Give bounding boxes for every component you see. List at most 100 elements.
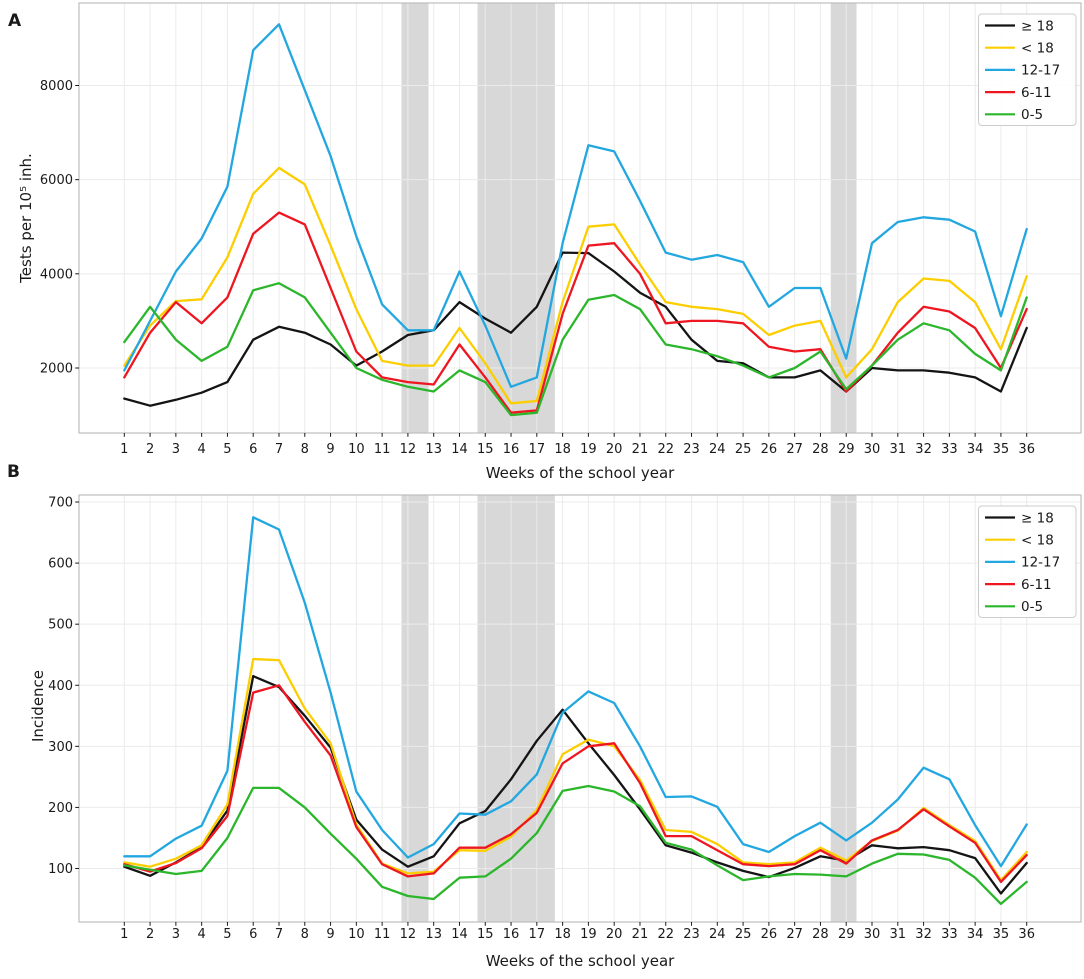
x-tick-label: 20 bbox=[606, 927, 623, 942]
series-line-3 bbox=[123, 684, 1028, 884]
legend-box bbox=[978, 13, 1077, 126]
x-tick-label: 18 bbox=[554, 442, 571, 457]
shaded-band bbox=[401, 3, 429, 433]
y-tick-label: 300 bbox=[48, 740, 73, 755]
x-tick-label: 16 bbox=[503, 927, 520, 942]
x-tick-label: 30 bbox=[864, 927, 881, 942]
x-tick-label: 11 bbox=[374, 442, 391, 457]
x-tick-label: 8 bbox=[301, 927, 309, 942]
legend-label: 12-17 bbox=[1021, 555, 1060, 571]
panel-b: 1 2 3 4 5 6 7 8 9 10 11 12 13 14 15 16 17 18 19 20 21 22 23 24 2… bbox=[7, 462, 1082, 970]
legend: ≥ 18 < 18 12-17 6-11 0-5 bbox=[978, 505, 1077, 618]
x-tick-label: 6 bbox=[249, 927, 257, 942]
y-axis-title: Tests per 10⁵ inh. bbox=[17, 153, 35, 284]
legend-label: < 18 bbox=[1021, 533, 1054, 549]
legend: ≥ 18 < 18 12-17 6-11 0-5 bbox=[978, 13, 1077, 126]
x-tick-label: 27 bbox=[786, 442, 803, 457]
y-axis-title: Incidence bbox=[29, 670, 47, 742]
series-line-1 bbox=[123, 166, 1028, 405]
x-tick-label: 26 bbox=[761, 442, 778, 457]
y-tick-label: 100 bbox=[48, 862, 73, 877]
x-axis-title: Weeks of the school year bbox=[486, 464, 675, 482]
series-line-2 bbox=[123, 516, 1028, 868]
x-tick-label: 25 bbox=[735, 927, 752, 942]
legend-label: ≥ 18 bbox=[1021, 510, 1054, 526]
x-tick-label: 32 bbox=[915, 442, 932, 457]
y-tick-label: 700 bbox=[48, 496, 73, 511]
x-tick-label: 31 bbox=[890, 442, 907, 457]
x-tick-label: 14 bbox=[451, 442, 468, 457]
x-tick-label: 1 bbox=[120, 442, 128, 457]
x-tick-label: 1 bbox=[120, 927, 128, 942]
y-tick-label: 4000 bbox=[40, 267, 73, 282]
x-tick-label: 12 bbox=[400, 927, 417, 942]
x-tick-label: 18 bbox=[554, 927, 571, 942]
y-tick-label: 2000 bbox=[40, 362, 73, 377]
x-tick-label: 5 bbox=[223, 927, 231, 942]
x-tick-label: 26 bbox=[761, 927, 778, 942]
x-tick-label: 28 bbox=[812, 927, 829, 942]
legend-label: 0-5 bbox=[1021, 107, 1043, 123]
x-tick-label: 33 bbox=[941, 442, 958, 457]
y-tick-label: 400 bbox=[48, 679, 73, 694]
x-tick-label: 36 bbox=[1018, 442, 1035, 457]
x-tick-label: 19 bbox=[580, 442, 597, 457]
x-tick-label: 6 bbox=[249, 442, 257, 457]
x-tick-label: 34 bbox=[967, 927, 984, 942]
x-tick-label: 7 bbox=[275, 927, 283, 942]
y-tick-label: 500 bbox=[48, 618, 73, 633]
plot-border bbox=[78, 494, 1082, 923]
x-tick-label: 9 bbox=[326, 927, 334, 942]
x-tick-label: 4 bbox=[198, 442, 206, 457]
x-tick-label: 35 bbox=[993, 442, 1010, 457]
x-tick-label: 7 bbox=[275, 442, 283, 457]
series-line-0 bbox=[123, 251, 1028, 407]
x-tick-label: 20 bbox=[606, 442, 623, 457]
x-tick-label: 28 bbox=[812, 442, 829, 457]
x-tick-label: 15 bbox=[477, 442, 494, 457]
x-tick-label: 19 bbox=[580, 927, 597, 942]
x-tick-label: 31 bbox=[890, 927, 907, 942]
x-tick-label: 24 bbox=[709, 927, 726, 942]
legend-label: 6-11 bbox=[1021, 85, 1052, 101]
legend-label: < 18 bbox=[1021, 41, 1054, 57]
y-tick-label: 8000 bbox=[40, 79, 73, 94]
legend-label: ≥ 18 bbox=[1021, 18, 1054, 34]
x-tick-label: 34 bbox=[967, 442, 984, 457]
x-tick-label: 23 bbox=[683, 442, 700, 457]
x-tick-label: 2 bbox=[146, 442, 154, 457]
panel-letter-a: A bbox=[8, 11, 22, 31]
legend-label: 6-11 bbox=[1021, 577, 1052, 593]
x-tick-label: 14 bbox=[451, 927, 468, 942]
x-tick-label: 13 bbox=[425, 927, 442, 942]
shaded-band bbox=[830, 3, 857, 433]
x-tick-label: 4 bbox=[198, 927, 206, 942]
x-tick-label: 17 bbox=[529, 927, 546, 942]
x-tick-label: 35 bbox=[993, 927, 1010, 942]
x-tick-label: 24 bbox=[709, 442, 726, 457]
x-tick-label: 3 bbox=[172, 927, 180, 942]
x-tick-label: 22 bbox=[657, 442, 674, 457]
x-tick-label: 9 bbox=[326, 442, 334, 457]
y-tick-label: 6000 bbox=[40, 173, 73, 188]
x-tick-label: 3 bbox=[172, 442, 180, 457]
plot-border bbox=[78, 2, 1082, 434]
x-tick-label: 21 bbox=[632, 927, 649, 942]
x-tick-label: 11 bbox=[374, 927, 391, 942]
x-tick-label: 32 bbox=[915, 927, 932, 942]
panel-letter-b: B bbox=[7, 462, 20, 482]
x-tick-label: 8 bbox=[301, 442, 309, 457]
x-tick-label: 17 bbox=[529, 442, 546, 457]
y-tick-label: 600 bbox=[48, 557, 73, 572]
legend-label: 12-17 bbox=[1021, 63, 1060, 79]
x-tick-label: 13 bbox=[425, 442, 442, 457]
x-tick-label: 10 bbox=[348, 927, 365, 942]
legend-label: 0-5 bbox=[1021, 599, 1043, 615]
x-tick-label: 29 bbox=[838, 927, 855, 942]
x-tick-label: 27 bbox=[786, 927, 803, 942]
panel-a: 1 2 3 4 5 6 7 8 9 10 11 12 13 14 15 16 17 18 19 20 21 22 23 24 2… bbox=[8, 2, 1082, 482]
x-tick-label: 12 bbox=[400, 442, 417, 457]
shaded-band bbox=[477, 3, 555, 433]
x-tick-label: 16 bbox=[503, 442, 520, 457]
